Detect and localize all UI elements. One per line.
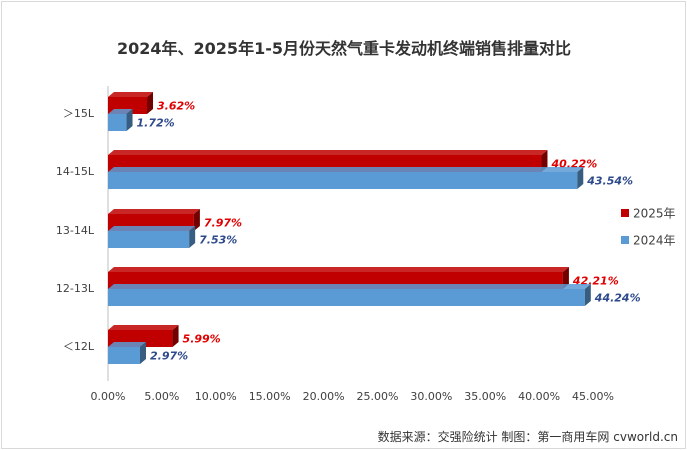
bar-side-face [193,209,200,231]
data-label: 43.54% [586,175,633,188]
bar-side-face [562,267,569,289]
bar-top-face [108,92,154,97]
legend-label: 2024年 [633,234,676,248]
x-axis-ticks: 0.00% 5.00% 10.00% 15.00% 20.00% 25.00% 30.00%… [91,390,614,403]
bar-top-face [108,226,196,231]
data-label: 3.62% [157,100,195,113]
bar-top-face [108,109,133,114]
legend: 2025年 2024年 [621,207,676,248]
bar-side-face [189,226,196,248]
bar-side-face [577,167,584,189]
bar-front-face [108,289,585,306]
bar-front-face [108,347,141,364]
bar-top-face [108,150,548,155]
x-tick-label: 15.00% [249,390,291,403]
bar-side-face [140,342,147,364]
bar-front-face [108,231,190,248]
data-label: 1.72% [137,117,175,130]
legend-label: 2025年 [633,207,676,221]
bar-2024-1: 43.54% [108,167,633,189]
bar-top-face [108,325,179,330]
data-label: 44.24% [594,292,641,305]
x-tick-label: 30.00% [410,390,452,403]
bar-top-face [108,267,569,272]
source-note: 数据来源：交强险统计 制图：第一商用车网 cvworld.cn [378,429,678,444]
category-label: 12-13L [56,282,95,295]
chart-title: 2024年、2025年1-5月份天然气重卡发动机终端销售排量对比 [117,39,571,58]
x-tick-label: 20.00% [303,390,345,403]
category-label: 14-15L [56,165,95,178]
bar-top-face [108,209,200,214]
x-tick-label: 35.00% [464,390,506,403]
data-label: 5.99% [183,333,221,346]
bar-side-face [147,92,154,114]
x-tick-label: 40.00% [518,390,560,403]
bar-side-face [172,325,179,347]
bar-front-face [108,172,578,189]
bar-2024-0: 1.72% [108,109,175,131]
data-label: 7.53% [199,234,237,247]
category-label: 13-14L [56,224,95,237]
bar-top-face [108,284,591,289]
bar-top-face [108,342,147,347]
bar-side-face [584,284,591,306]
legend-swatch [621,209,629,217]
bar-side-face [126,109,133,131]
bars-group: 3.62%1.72%40.22%43.54%7.97%7.53%42.21%44… [108,92,641,364]
bar-top-face [108,167,584,172]
x-tick-label: 10.00% [195,390,237,403]
x-tick-label: 5.00% [144,390,179,403]
category-label: ＜12L [63,340,95,353]
data-label: 2.97% [150,350,188,363]
category-label: ＞15L [63,107,95,120]
bar-2024-3: 44.24% [108,284,641,306]
bar-2024-4: 2.97% [108,342,188,364]
legend-swatch [621,236,629,244]
x-tick-label: 45.00% [572,390,614,403]
bar-front-face [108,114,127,131]
data-label: 7.97% [204,217,242,230]
bar-2025-4: 5.99% [108,325,221,347]
bar-side-face [541,150,548,172]
x-tick-label: 0.00% [91,390,126,403]
y-axis-categories: ＞15L 14-15L 13-14L 12-13L ＜12L [56,107,95,353]
x-tick-label: 25.00% [356,390,398,403]
bar-2024-2: 7.53% [108,226,237,248]
